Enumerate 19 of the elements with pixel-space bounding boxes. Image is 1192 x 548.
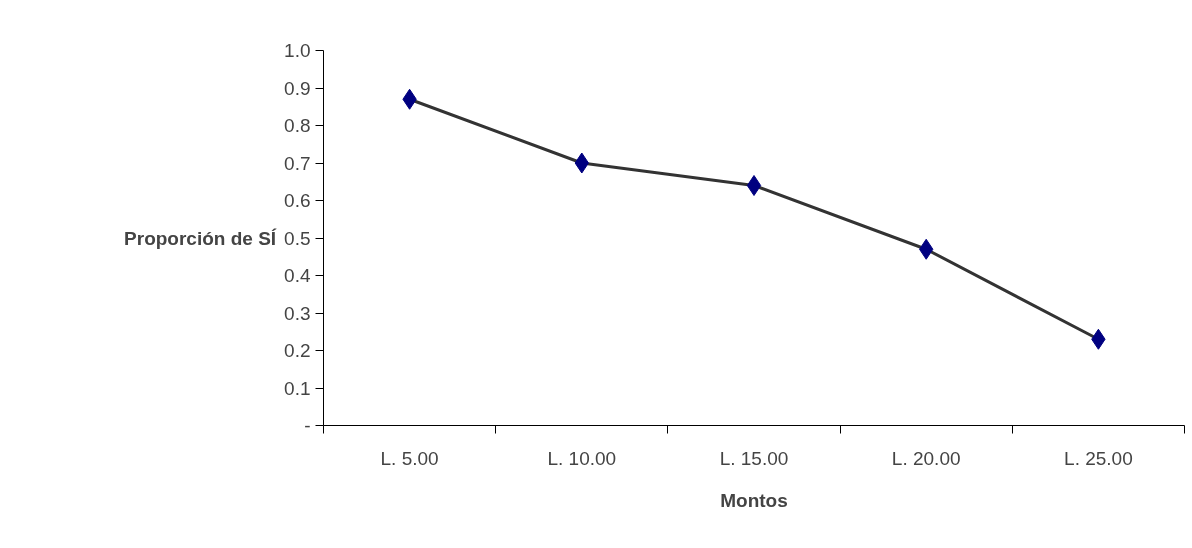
x-tick-label: L. 10.00 bbox=[547, 447, 617, 469]
y-tick-label: 0.3 bbox=[284, 302, 311, 324]
x-axis-title: Montos bbox=[720, 489, 788, 511]
y-tick-label: 0.4 bbox=[284, 265, 311, 286]
x-tick-label: L. 15.00 bbox=[719, 447, 789, 469]
y-tick-label: 0.8 bbox=[284, 115, 311, 136]
y-tick-label: 0.2 bbox=[284, 340, 311, 361]
y-tick-label: 0.6 bbox=[284, 190, 311, 211]
x-tick-label: L. 25.00 bbox=[1064, 447, 1133, 469]
point bbox=[746, 175, 762, 196]
y-tick-label: 0.9 bbox=[284, 77, 311, 99]
y-tick-label: - bbox=[304, 415, 311, 436]
y-tick-label: 0.1 bbox=[284, 377, 311, 399]
y-axis-title: Proporción de SÍ bbox=[124, 227, 277, 249]
y-tick-label: 0.5 bbox=[284, 227, 311, 249]
y-tick-label: 0.7 bbox=[284, 152, 311, 174]
x-tick-label: L. 5.00 bbox=[380, 447, 439, 469]
x-tick-label: L. 20.00 bbox=[891, 447, 961, 469]
y-tick-label: 1.0 bbox=[284, 40, 311, 61]
